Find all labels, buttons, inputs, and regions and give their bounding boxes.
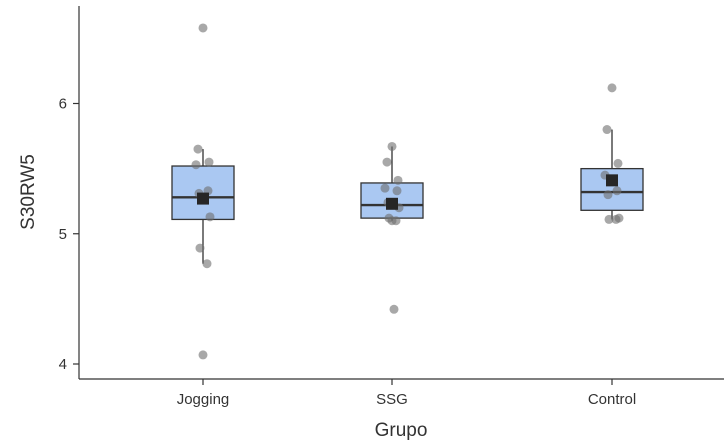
box-group-ssg xyxy=(360,141,424,314)
data-point-control xyxy=(602,125,612,135)
x-tick-label-ssg: SSG xyxy=(376,391,408,408)
y-ticks: 4 5 6 xyxy=(59,96,79,373)
data-point-jogging xyxy=(191,160,201,170)
mean-marker-ssg xyxy=(386,197,398,210)
data-point-jogging xyxy=(198,23,208,33)
data-point-jogging xyxy=(205,212,215,222)
boxes xyxy=(171,23,644,360)
y-tick-label-4: 4 xyxy=(59,356,67,373)
data-point-ssg xyxy=(392,186,402,196)
data-point-ssg xyxy=(393,175,403,185)
data-point-jogging xyxy=(195,243,205,253)
data-point-control xyxy=(611,214,621,224)
data-point-control xyxy=(612,186,622,196)
axes xyxy=(78,6,724,380)
y-axis-title: S30RW5 xyxy=(18,154,39,230)
box-group-jogging xyxy=(171,23,235,360)
data-point-control xyxy=(603,190,613,200)
data-point-ssg xyxy=(387,216,397,226)
x-ticks: Jogging SSG Control xyxy=(177,379,636,408)
data-point-control xyxy=(607,83,617,93)
mean-marker-jogging xyxy=(197,192,209,205)
box-group-control xyxy=(580,83,644,224)
data-point-ssg xyxy=(387,141,397,151)
box-control xyxy=(580,167,644,211)
x-tick-label-jogging: Jogging xyxy=(177,391,230,408)
data-point-ssg xyxy=(382,157,392,167)
data-point-control xyxy=(604,214,614,224)
mean-marker-control xyxy=(606,174,618,187)
y-tick-label-6: 6 xyxy=(59,96,67,113)
x-tick-label-control: Control xyxy=(588,391,636,408)
x-axis-title: Grupo xyxy=(375,420,428,441)
data-point-jogging xyxy=(204,157,214,167)
data-point-jogging xyxy=(198,350,208,360)
data-point-jogging xyxy=(193,144,203,154)
data-point-ssg xyxy=(380,183,390,193)
data-point-ssg xyxy=(389,304,399,314)
data-point-jogging xyxy=(202,259,212,269)
y-tick-label-5: 5 xyxy=(59,226,67,243)
data-point-control xyxy=(613,158,623,168)
